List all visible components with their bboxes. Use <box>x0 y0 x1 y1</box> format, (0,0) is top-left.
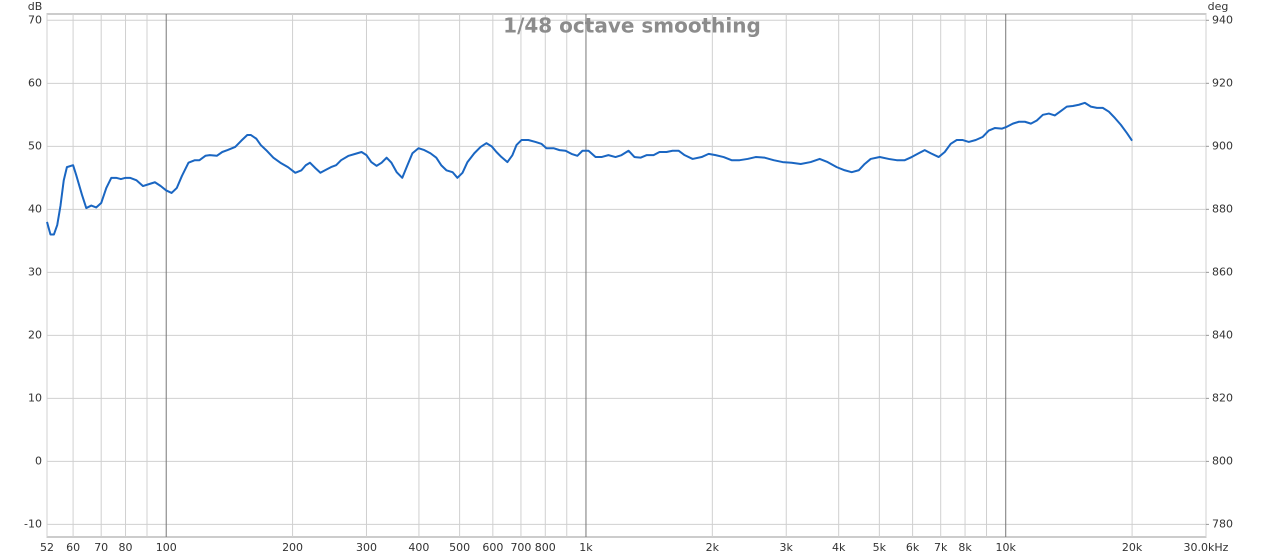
y2-tick-label: 920 <box>1212 76 1233 89</box>
y-tick-label: 60 <box>28 76 42 89</box>
x-tick-label: 100 <box>156 541 177 554</box>
x-tick-label: 8k <box>958 541 972 554</box>
x-tick-label: 80 <box>119 541 133 554</box>
y-axis-label: dB <box>28 0 43 13</box>
x-tick-label: 800 <box>535 541 556 554</box>
y2-tick-label: 900 <box>1212 139 1233 152</box>
y2-tick-label: 840 <box>1212 328 1233 341</box>
x-tick-label: 2k <box>706 541 720 554</box>
x-tick-label: 500 <box>449 541 470 554</box>
y-tick-label: 0 <box>35 454 42 467</box>
x-tick-label: 4k <box>832 541 846 554</box>
x-tick-label: 6k <box>906 541 920 554</box>
y2-tick-label: 880 <box>1212 202 1233 215</box>
y2-axis-label: deg <box>1208 0 1229 13</box>
y-tick-label: 30 <box>28 265 42 278</box>
y2-tick-label: 860 <box>1212 265 1233 278</box>
y2-tick-label: 940 <box>1212 13 1233 26</box>
x-tick-label: 60 <box>66 541 80 554</box>
x-tick-label: 1k <box>579 541 593 554</box>
y2-tick-label: 800 <box>1212 454 1233 467</box>
x-tick-label: 5k <box>873 541 887 554</box>
x-tick-label: 20k <box>1122 541 1143 554</box>
series-line <box>46 101 1133 236</box>
x-tick-label: 600 <box>482 541 503 554</box>
x-tick-label: 700 <box>510 541 531 554</box>
y-tick-label: 20 <box>28 328 42 341</box>
x-tick-label: 400 <box>408 541 429 554</box>
y-tick-label: 10 <box>28 391 42 404</box>
x-tick-label: 30.0kHz <box>1184 541 1229 554</box>
x-tick-label: 70 <box>94 541 108 554</box>
y2-tick-label: 780 <box>1212 517 1233 530</box>
x-tick-label: 300 <box>356 541 377 554</box>
x-tick-label: 10k <box>996 541 1017 554</box>
y2-tick-label: 820 <box>1212 391 1233 404</box>
y-tick-label: -10 <box>24 517 42 530</box>
x-tick-label: 52 <box>40 541 54 554</box>
x-tick-label: 7k <box>934 541 948 554</box>
chart-title: 1/48 octave smoothing <box>503 14 761 38</box>
plot-frame <box>46 13 1207 538</box>
y-tick-label: 50 <box>28 139 42 152</box>
x-tick-label: 200 <box>282 541 303 554</box>
y-tick-label: 70 <box>28 13 42 26</box>
y-tick-label: 40 <box>28 202 42 215</box>
x-tick-label: 3k <box>780 541 794 554</box>
